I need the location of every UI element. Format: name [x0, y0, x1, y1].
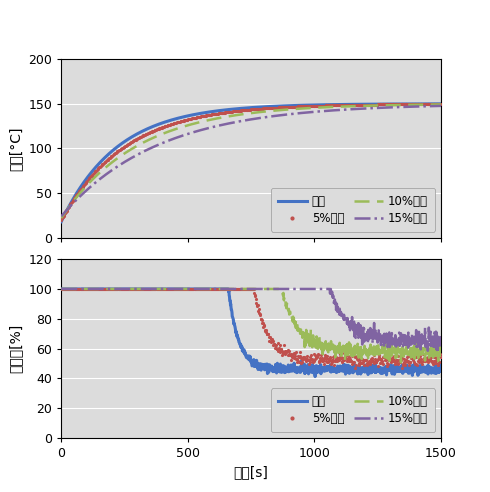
Y-axis label: 操作量[%]: 操作量[%] — [9, 324, 23, 373]
Legend: 正常, 5%低下, 10%低下, 15%低下: 正常, 5%低下, 10%低下, 15%低下 — [270, 188, 435, 232]
Y-axis label: 温度[°C]: 温度[°C] — [9, 126, 23, 171]
Legend: 正常, 5%低下, 10%低下, 15%低下: 正常, 5%低下, 10%低下, 15%低下 — [270, 388, 435, 432]
X-axis label: 時間[s]: 時間[s] — [234, 465, 269, 480]
